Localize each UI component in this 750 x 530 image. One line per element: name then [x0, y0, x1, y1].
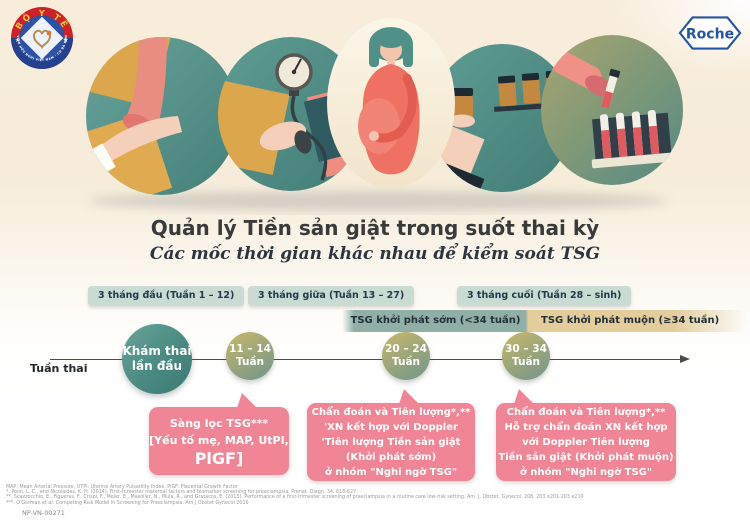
material-code: NP-VN-00271	[22, 509, 65, 517]
callout-line: ở nhóm "Nghi ngờ TSG"	[519, 466, 653, 478]
callout-line: với Doppler Tiên lượng	[522, 436, 650, 448]
svg-text:★: ★	[63, 37, 68, 44]
callout-line: ở nhóm "Nghi ngờ TSG"	[324, 466, 458, 478]
callout-line: 'XN kết hợp với Doppler	[324, 421, 458, 433]
page-subtitle: Các mốc thời gian khác nhau để kiểm soát…	[149, 244, 601, 264]
trimester-1-pill: 3 tháng đầu (Tuần 1 – 12)	[88, 286, 245, 306]
milestone-text: Khám thai	[122, 344, 192, 358]
milestone-text: 11 – 14	[229, 343, 271, 355]
milestone-week-11-14: 11 – 14 Tuần	[226, 332, 274, 380]
callout-line: 'Tiên lượng Tiền sản giật	[321, 436, 461, 448]
late-onset-label: TSG khởi phát muộn (≥34 tuần)	[541, 315, 720, 326]
callout-late-onset-diagnosis: Chẩn đoán và Tiên lượng*,** Hỗ trợ chẩn …	[496, 389, 676, 481]
trimester-3-pill: 3 tháng cuối (Tuần 28 – sinh)	[457, 286, 632, 306]
timeline-axis-label: Tuần thai	[30, 362, 88, 375]
milestone-week-30-34: 30 – 34 Tuần	[502, 332, 550, 380]
svg-text:★: ★	[15, 37, 20, 44]
callout-line: Sàng lọc TSG***	[169, 416, 269, 430]
callout-tail	[237, 393, 257, 408]
callout-screening: Sàng lọc TSG*** [Yếu tố mẹ, MAP, UtPI, P…	[149, 393, 289, 475]
milestone-text: Tuần	[235, 356, 265, 368]
milestone-week-20-24: 20 – 24 Tuần	[382, 332, 430, 380]
milestone-text: Tuần	[511, 356, 541, 368]
callout-tail	[399, 389, 419, 404]
callout-line: Tiền sản giật (Khởi phát muộn)	[498, 451, 674, 463]
milestone-first-visit: Khám thai lần đầu	[122, 324, 192, 394]
roche-logo-text: Roche	[686, 26, 734, 42]
footnote-reference-3: ***. O'Gorman et al. Competing Risk Mode…	[6, 500, 249, 506]
pregnant-woman-icon	[327, 18, 455, 188]
callout-early-onset-diagnosis: Chẩn đoán và Tiên lượng*,** 'XN kết hợp …	[307, 389, 475, 481]
footnote-abbreviations: MAP: Mean Arterial Pressure, UTPI: Uteri…	[6, 485, 238, 490]
callout-line: Chẩn đoán và Tiên lượng*,**	[311, 406, 471, 418]
footnote-reference-2: **. Scazzocchio, E., Figueras, F., Crisp…	[6, 495, 584, 501]
callout-line: Chẩn đoán và Tiên lượng*,**	[506, 406, 666, 418]
callout-line: (Khởi phát sớm)	[345, 451, 437, 463]
callout-tail	[514, 389, 534, 404]
callout-line: Hỗ trợ chẩn đoán XN kết hợp	[504, 421, 668, 433]
roche-logo: Roche	[678, 16, 742, 50]
hand-examination-icon	[86, 37, 238, 195]
callout-line: PlGF]	[194, 448, 244, 468]
timeline-arrow-icon	[680, 355, 690, 363]
early-onset-label: TSG khởi phát sớm (<34 tuần)	[350, 315, 521, 326]
heart-icon	[32, 29, 52, 50]
illustration-strip	[86, 18, 683, 211]
milestone-text: Tuần	[391, 356, 421, 368]
footnotes: MAP: Mean Arterial Pressure, UTPI: Uteri…	[6, 485, 606, 506]
footnote-reference-1: *. Poon, L. C., and Nicolaides, K. H. (2…	[6, 490, 358, 496]
moh-hospital-logo: BỘ Y TẾ BỆNH VIỆN HỮU NGHỊ VIỆT NAM - CU…	[10, 6, 73, 69]
onset-band: TSG khởi phát sớm (<34 tuần) TSG khởi ph…	[342, 310, 747, 332]
callout-line: [Yếu tố mẹ, MAP, UtPI,	[149, 433, 289, 447]
strip-shadow	[88, 191, 668, 211]
page-title: Quản lý Tiền sản giật trong suốt thai kỳ	[150, 216, 600, 240]
trimester-2-pill: 3 tháng giữa (Tuần 13 – 27)	[248, 286, 415, 306]
timeline-axis	[50, 359, 682, 360]
milestone-text: 20 – 24	[385, 343, 427, 355]
milestone-text: 30 – 34	[505, 343, 547, 355]
milestone-text: lần đầu	[131, 359, 183, 373]
